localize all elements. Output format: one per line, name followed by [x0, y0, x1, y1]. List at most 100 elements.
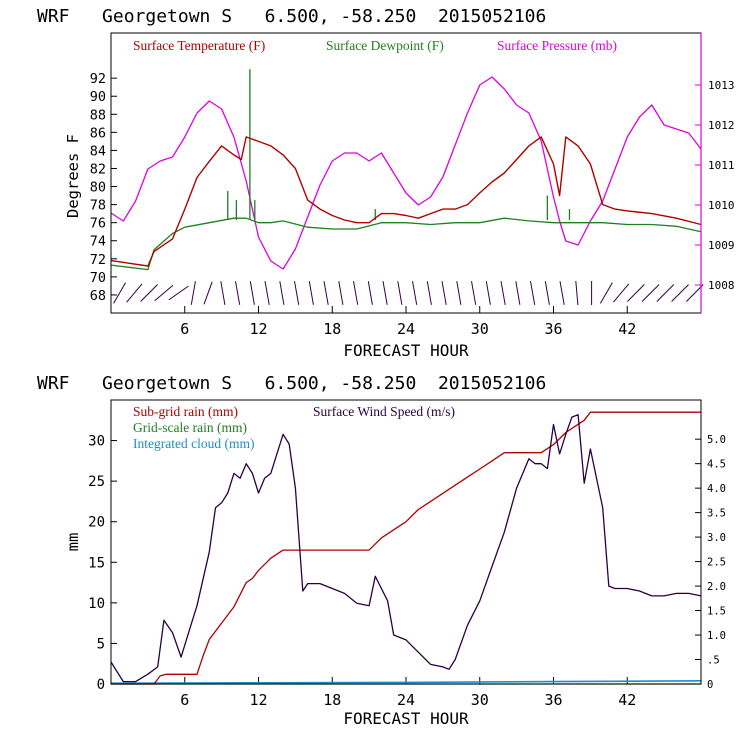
wind-barb — [126, 283, 143, 303]
wind-barb — [279, 281, 285, 305]
wind-barb — [367, 281, 373, 305]
series-surface-temperature-line — [110, 136, 702, 267]
wind-barb — [249, 281, 255, 305]
top-y-tick-label: 76 — [90, 216, 106, 232]
wind-barb — [113, 282, 127, 304]
top-plot-area: 6 12 18 24 30 36 42 68 70 72 74 76 78 80 82 84 86 88 90 92 1… — [90, 69, 735, 338]
bottom-plot-area: 6 12 18 24 30 36 42 0 5 10 15 20 25 30 0 .5 1.0 1.5 2.0 2.5… — [88, 411, 726, 709]
wind-barb — [203, 281, 213, 305]
wind-barb — [530, 281, 536, 305]
wind-barb — [544, 281, 550, 305]
series-surface-dewpoint-line — [110, 217, 702, 271]
top-y-tick-label: 90 — [90, 89, 106, 105]
series-subgrid-rain-line — [111, 411, 701, 685]
wind-barb — [500, 281, 506, 305]
top-y2-tick-label: 1009 — [708, 239, 735, 252]
wind-barb — [353, 281, 359, 305]
wind-barb — [235, 281, 241, 305]
bottom-x-tick-label: 6 — [180, 691, 189, 709]
wind-barb — [575, 280, 579, 306]
top-y2-tick-label: 1010 — [708, 199, 735, 212]
wind-barb — [397, 281, 403, 305]
top-y-tick-label: 80 — [90, 180, 106, 196]
wind-barb — [154, 284, 174, 302]
top-plot-frame — [110, 32, 702, 314]
wind-barb — [140, 284, 158, 302]
bottom-y2-tick-label: 1.0 — [707, 630, 726, 642]
top-x-tick-label: 18 — [323, 320, 341, 338]
legend-surface-pressure: Surface Pressure (mb) — [497, 38, 617, 53]
series-surface-pressure-line — [110, 76, 702, 270]
wind-barb — [190, 281, 196, 305]
bottom-x-tick-label: 36 — [544, 691, 562, 709]
bottom-y2-tick-label: 2.0 — [707, 581, 726, 593]
top-y2-tick-label: 1011 — [708, 159, 735, 172]
top-y-tick-label: 82 — [90, 161, 106, 177]
bottom-meteogram: WRF Georgetown S 6.500, -58.250 20150521… — [37, 373, 726, 728]
wind-barb — [426, 281, 432, 305]
bottom-chart-title: WRF Georgetown S 6.500, -58.250 20150521… — [37, 373, 546, 394]
top-y-tick-label: 70 — [90, 270, 106, 286]
wind-barb — [382, 281, 388, 305]
bottom-x-tick-label: 18 — [323, 691, 341, 709]
bottom-y2-tick-label: 3.0 — [707, 532, 726, 544]
bottom-y2-tick-label: .5 — [707, 655, 720, 667]
wind-barb — [627, 284, 645, 302]
legend-surface-wind-speed: Surface Wind Speed (m/s) — [313, 404, 455, 419]
series-integrated-cloud-line — [110, 679, 702, 685]
top-y2-tick-label: 1012 — [708, 119, 735, 132]
wind-barb — [613, 283, 630, 303]
top-y-tick-label: 86 — [90, 125, 106, 141]
top-x-tick-label: 30 — [471, 320, 489, 338]
series-surface-wind-speed-line — [110, 414, 702, 683]
wind-barb — [323, 281, 329, 305]
top-chart-title: WRF Georgetown S 6.500, -58.250 20150521… — [37, 6, 546, 27]
top-y-tick-label: 68 — [90, 288, 106, 304]
wind-barb — [168, 285, 189, 301]
wind-barb — [485, 281, 491, 305]
top-y-tick-label: 74 — [90, 234, 106, 250]
legend-subgrid-rain: Sub-grid rain (mm) — [133, 404, 238, 419]
bottom-y2-tick-label: 1.5 — [707, 606, 726, 618]
top-y2-tick-label: 1013 — [708, 79, 735, 92]
top-meteogram: WRF Georgetown S 6.500, -58.250 20150521… — [37, 6, 735, 360]
bottom-y-tick-label: 0 — [97, 677, 105, 693]
wind-barb — [412, 281, 418, 305]
top-y-tick-label: 78 — [90, 198, 106, 214]
top-y-tick-label: 88 — [90, 107, 106, 123]
top-y-axis-label: Degrees F — [64, 134, 82, 218]
top-y-tick-label: 72 — [90, 252, 106, 268]
wind-barb — [294, 281, 300, 305]
legend-surface-temperature: Surface Temperature (F) — [133, 38, 265, 53]
top-y-tick-label: 84 — [90, 143, 106, 159]
bottom-x-tick-label: 24 — [397, 691, 415, 709]
wind-barb — [264, 281, 270, 305]
bottom-plot-frame — [110, 399, 702, 685]
wind-barb — [441, 281, 447, 305]
legend-surface-dewpoint: Surface Dewpoint (F) — [326, 38, 444, 53]
wind-barb — [671, 284, 689, 302]
wind-barb — [641, 284, 660, 302]
bottom-x-axis-label: FORECAST HOUR — [343, 709, 469, 728]
wind-barb — [456, 281, 462, 305]
bottom-x-tick-label: 30 — [471, 691, 489, 709]
top-x-axis-label: FORECAST HOUR — [343, 341, 469, 360]
bottom-y2-tick-label: 2.5 — [707, 557, 726, 569]
top-x-tick-label: 42 — [618, 320, 636, 338]
wind-barb — [308, 281, 314, 305]
wind-barb — [599, 282, 613, 304]
wind-barb — [515, 281, 521, 305]
bottom-y2-tick-label: 0 — [707, 679, 713, 691]
bottom-y-tick-label: 30 — [88, 434, 105, 450]
wind-barb — [471, 281, 477, 305]
top-y-tick-label: 92 — [90, 71, 106, 87]
legend-grid-scale-rain: Grid-scale rain (mm) — [133, 420, 247, 435]
bottom-y2-tick-label: 5.0 — [707, 434, 726, 446]
bottom-y-tick-label: 5 — [97, 636, 105, 652]
bottom-y-axis-label: mm — [64, 533, 82, 552]
top-y2-tick-label: 1008 — [708, 279, 735, 292]
bottom-y-tick-label: 25 — [88, 474, 105, 490]
bottom-y-tick-label: 15 — [88, 555, 105, 571]
top-x-tick-label: 24 — [397, 320, 415, 338]
